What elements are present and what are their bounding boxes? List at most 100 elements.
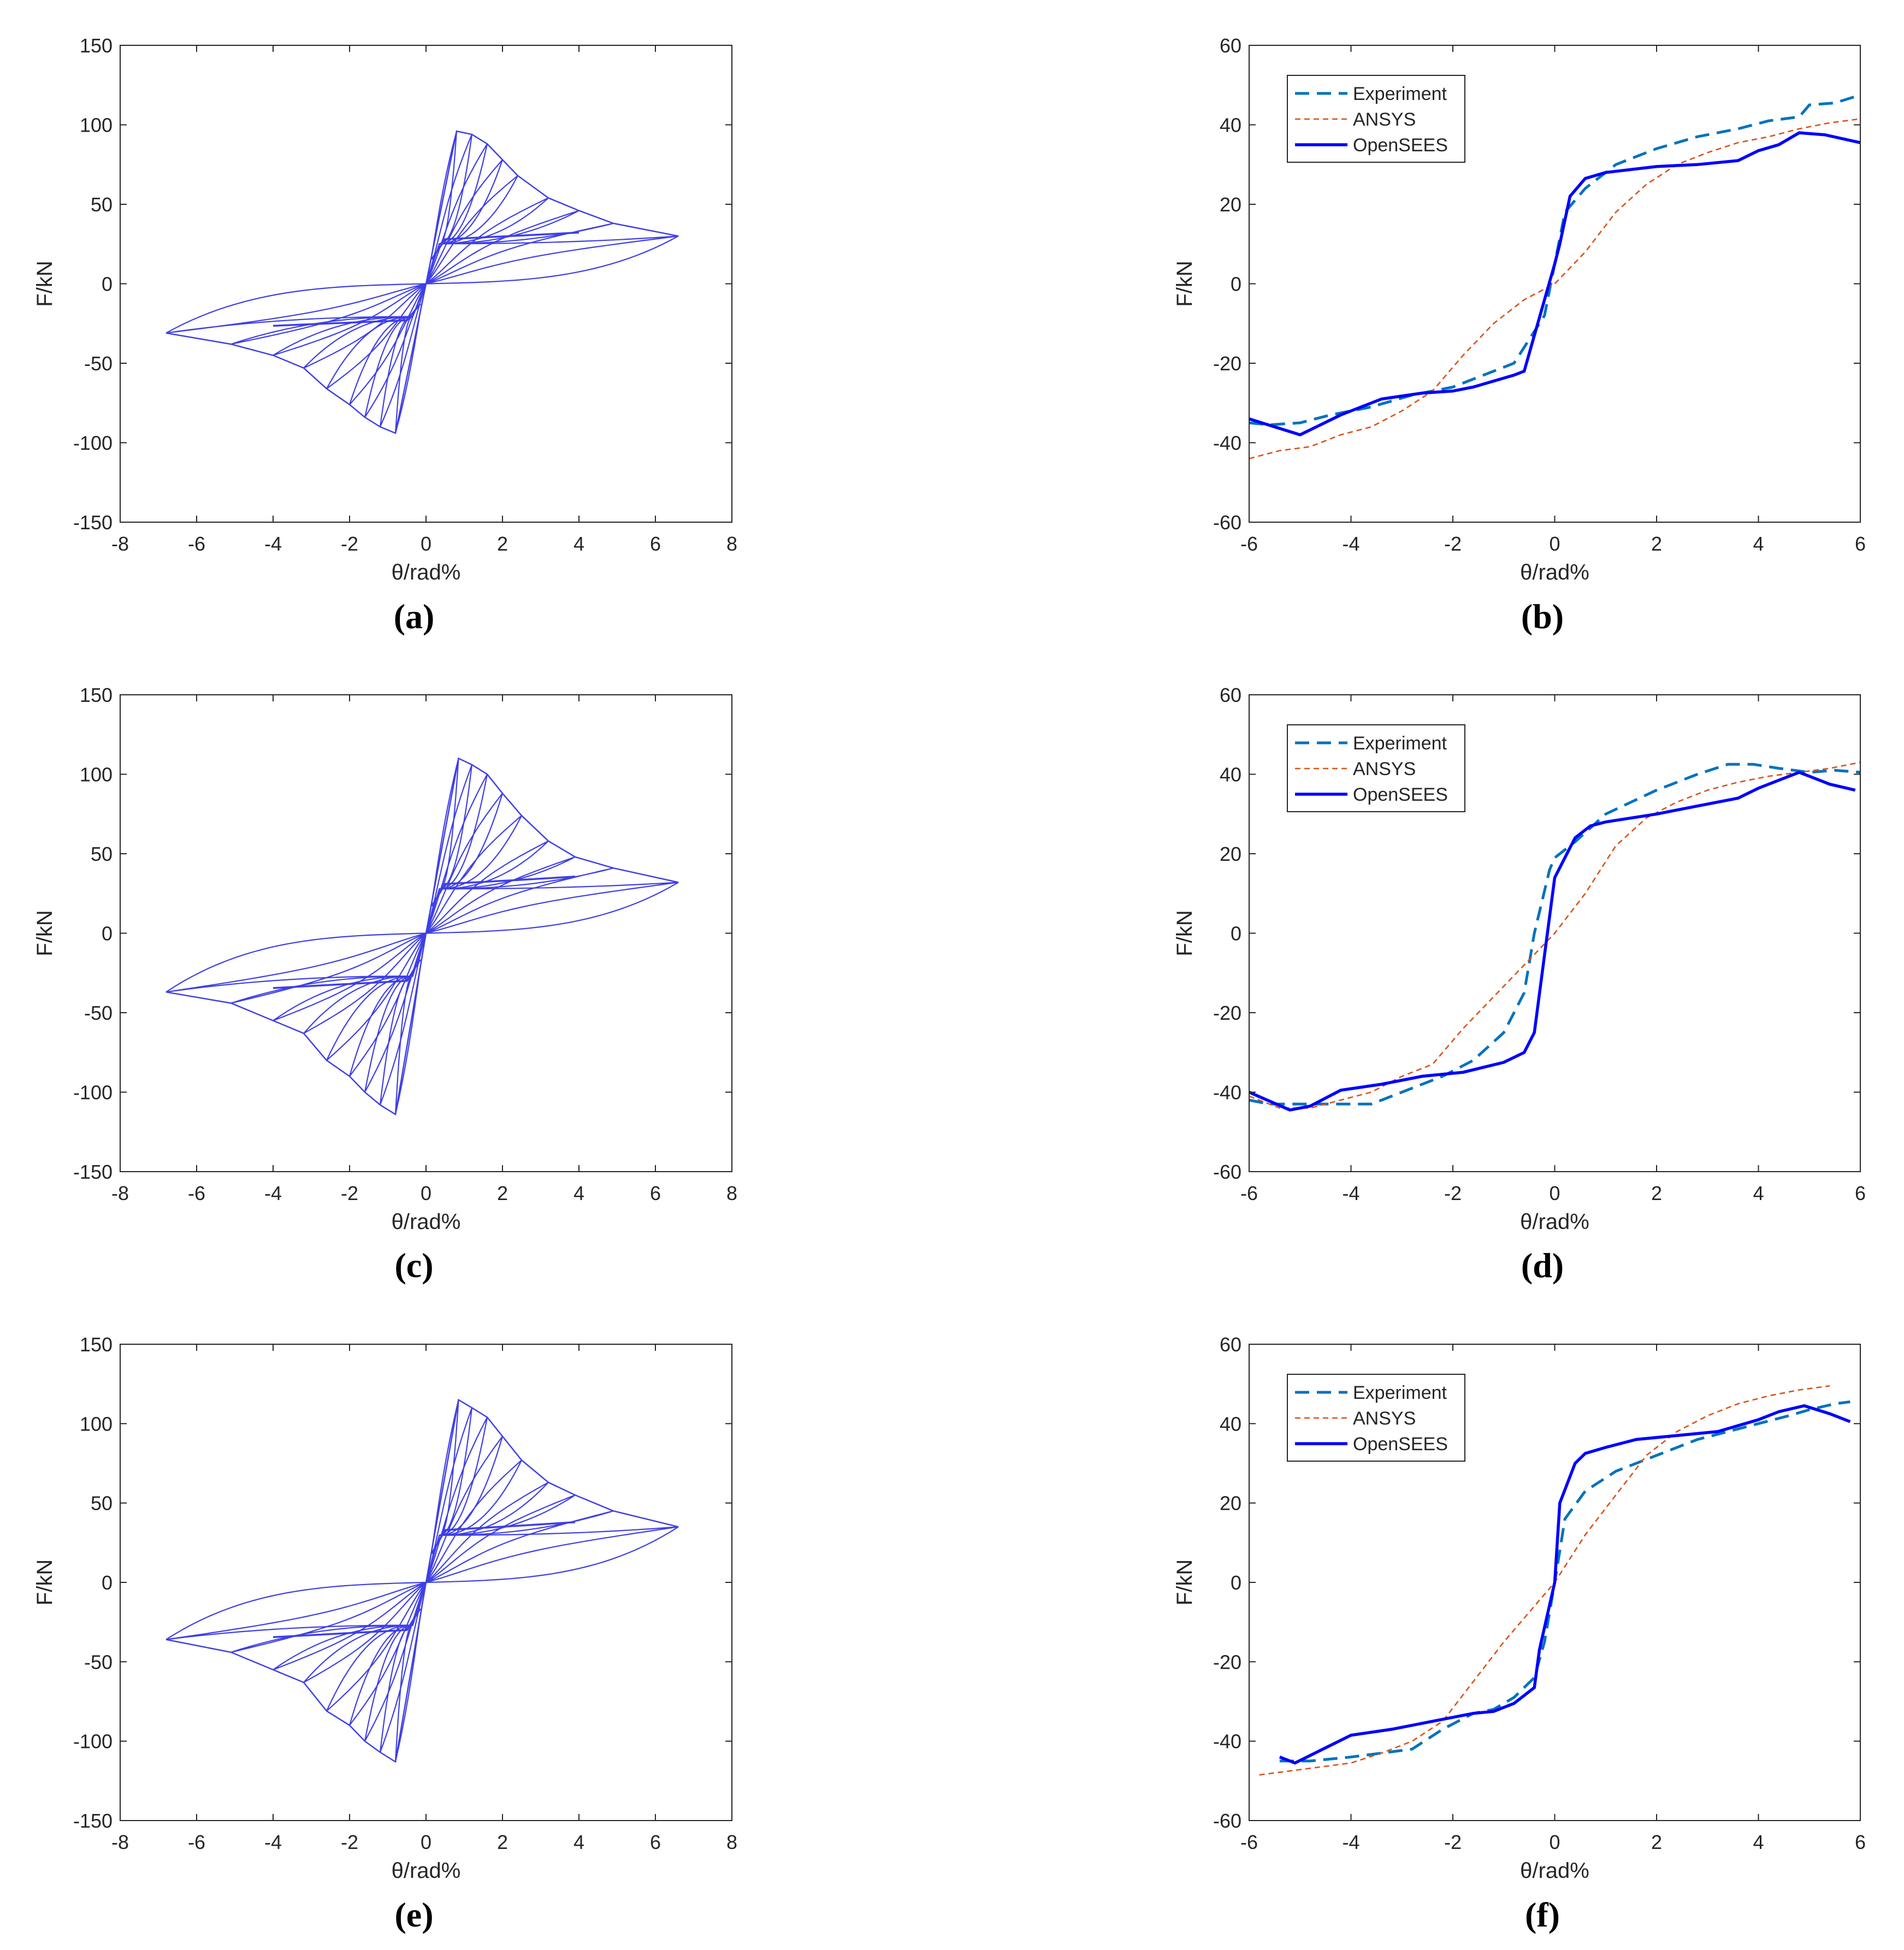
y-tick-label: 0 [102,923,113,945]
legend-label: OpenSEES [1353,1434,1448,1455]
x-tick-label: -4 [264,533,282,555]
hysteresis-cycle [230,932,427,1004]
series-experiment [1249,763,1861,1106]
hysteresis-cycle [165,1581,427,1640]
y-tick-label: 150 [80,1333,113,1356]
pinching-plateau [273,1608,421,1639]
y-tick-label: -100 [73,1082,113,1104]
series-ansys [1249,761,1861,1109]
hysteresis-cycle [348,932,427,1077]
skeleton-curve [425,1398,679,1583]
y-tick-label: -60 [1213,1810,1241,1832]
hysteresis-cycle [326,932,427,1061]
y-axis-label: F/kN [33,1559,57,1605]
x-tick-label: -6 [1240,1831,1258,1853]
panel-caption: (e) [394,1895,433,1934]
y-tick-label: 20 [1220,1492,1241,1515]
hysteresis-cycle [425,210,580,285]
y-axis-label: F/kN [33,261,57,306]
x-tick-label: 4 [573,1831,584,1853]
x-axis-label: θ/rad% [1520,1210,1589,1234]
panel-d: -6 -4 -2 0 2 4 6-60-40-200204060θ/rad%F/kNExpe… [1173,684,1866,1285]
legend-label: OpenSEES [1353,135,1448,156]
y-axis-label: F/kN [1173,1559,1197,1605]
skeleton-curve [425,757,679,933]
legend-label: OpenSEES [1353,784,1448,805]
hysteresis-cycle [425,867,614,934]
x-tick-label: -6 [188,1182,205,1204]
x-tick-label: 2 [497,1831,508,1853]
y-tick-label: -100 [73,1730,113,1753]
reloading-branch [425,882,679,934]
x-tick-label: 6 [650,533,661,555]
pinching-plateau [431,232,580,260]
x-tick-label: 6 [1855,1831,1866,1853]
y-tick-label: -20 [1213,1002,1241,1024]
panel-caption: (f) [1525,1895,1560,1934]
x-tick-label: 8 [726,1831,737,1853]
skeleton-curve [425,130,679,284]
x-axis-label: θ/rad% [392,560,461,584]
panel-caption: (a) [394,597,435,636]
y-tick-label: 60 [1220,684,1241,706]
y-tick-label: -100 [73,432,113,454]
y-tick-label: -40 [1213,1082,1241,1104]
x-tick-label: 2 [1651,1182,1662,1204]
x-tick-label: -6 [188,533,205,555]
x-tick-label: 4 [1753,1831,1764,1853]
hysteresis-cycle [425,1526,679,1583]
hysteresis-cycle [326,1582,427,1712]
y-tick-label: 60 [1220,34,1241,57]
hysteresis-loops [165,757,679,1116]
x-tick-label: 4 [573,1182,584,1204]
x-tick-label: -4 [264,1182,282,1204]
x-tick-label: 8 [726,533,737,555]
y-tick-label: 100 [80,1413,113,1435]
hysteresis-cycle [425,235,679,285]
series-ansys [1259,1385,1830,1776]
x-tick-label: 8 [726,1182,737,1204]
panel-f: -6 -4 -2 0 2 4 6-60-40-200204060θ/rad%F/kNExpe… [1173,1333,1866,1934]
series-opensees [1248,770,1856,1112]
x-tick-label: -6 [1240,1182,1258,1204]
hysteresis-cycle [425,856,576,934]
y-tick-label: 40 [1220,1413,1241,1435]
x-tick-label: 0 [421,1182,431,1204]
x-tick-label: -4 [1342,1831,1359,1853]
reloading-branch [165,1581,427,1640]
hysteresis-cycle [425,882,679,934]
x-tick-label: -4 [1342,533,1359,555]
y-axis-label: F/kN [1173,910,1197,956]
reloading-branch [165,932,427,993]
hysteresis-cycle [425,222,614,285]
x-tick-label: -6 [1240,533,1258,555]
x-tick-label: 0 [421,1831,431,1853]
y-tick-label: -50 [84,1651,113,1673]
panel-c: -8 -6 -4 -2 0 2 4 6 8 -150 -100 -50 0 50 100 150 θ/rad% F… [33,684,737,1285]
x-tick-label: -8 [111,1831,129,1853]
y-tick-label: -20 [1213,1651,1241,1673]
x-tick-label: 2 [1651,533,1662,555]
y-tick-label: 0 [102,273,113,296]
y-tick-label: 20 [1220,193,1241,216]
legend: Experiment ANSYS OpenSEES [1287,75,1465,163]
hysteresis-cycle [425,773,488,933]
y-tick-label: 0 [1231,1571,1241,1594]
panel-caption: (c) [394,1246,433,1285]
hysteresis-cycle [425,175,518,285]
x-tick-label: 2 [1651,1831,1662,1853]
y-tick-label: -40 [1213,432,1241,454]
x-tick-label: 2 [497,1182,508,1204]
y-tick-label: 150 [80,684,113,706]
legend-label: ANSYS [1353,759,1416,779]
hysteresis-cycle [364,1582,427,1742]
legend-label: Experiment [1353,733,1447,754]
hysteresis-cycle [425,764,473,933]
reloading-branch [425,235,679,285]
x-axis-label: θ/rad% [1520,560,1589,584]
y-tick-label: -150 [73,1810,113,1832]
y-tick-label: 50 [91,843,113,865]
x-tick-label: -2 [341,1182,358,1204]
legend-label: Experiment [1353,1382,1447,1403]
legend: Experiment ANSYS OpenSEES [1287,724,1465,812]
